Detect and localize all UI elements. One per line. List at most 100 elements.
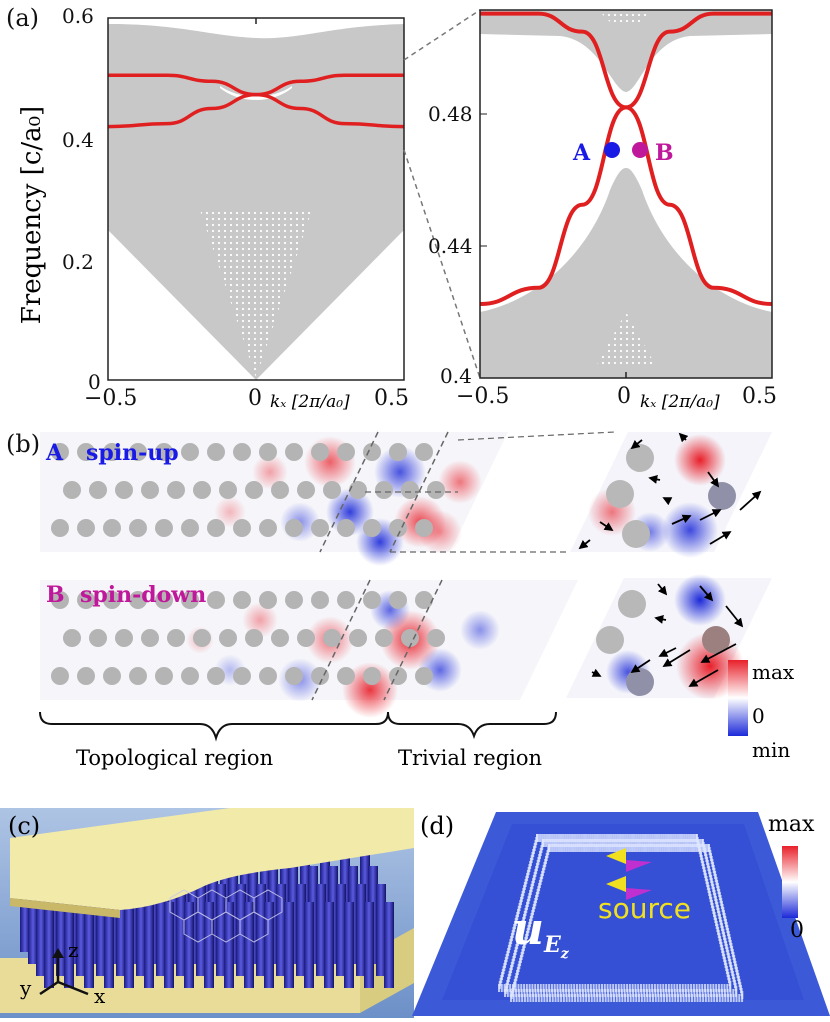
field-spike [582, 839, 585, 847]
field-spike [581, 989, 584, 997]
field-spike [574, 994, 577, 1002]
left-ytick: 0 [88, 370, 101, 394]
rod-pillar [344, 902, 354, 988]
field-spike [562, 834, 565, 842]
lattice-rod [193, 481, 211, 499]
field-spike [662, 839, 665, 847]
lattice-rod [349, 629, 367, 647]
field-spike [678, 839, 681, 847]
lattice-rod [63, 629, 81, 647]
field-spike [547, 839, 550, 847]
rod-pillar [76, 884, 86, 976]
field-spike [515, 994, 518, 1002]
lattice-rod [389, 443, 407, 461]
field-spike [578, 984, 581, 992]
field-spike [674, 844, 677, 852]
cbar-min-label: min [752, 738, 791, 762]
point-b-marker [632, 142, 648, 158]
lattice-rod [233, 443, 251, 461]
field-spike [641, 839, 644, 847]
field-spike [689, 834, 692, 842]
field-spike [565, 989, 568, 997]
lattice-rod [285, 519, 303, 537]
cbar-max-label: max [752, 660, 795, 684]
field-spike [672, 834, 675, 842]
field-spike [688, 844, 691, 852]
field-spike [651, 984, 654, 992]
field-spike [620, 834, 623, 842]
left-xtick: 0.5 [374, 386, 409, 411]
field-spike [587, 989, 590, 997]
field-spike [604, 994, 607, 1002]
field-spike [555, 839, 558, 847]
field-spike [570, 984, 573, 992]
rod-pillar [56, 884, 66, 976]
lattice-rod [271, 481, 289, 499]
field-spike [673, 989, 676, 997]
lattice-rod [77, 667, 95, 685]
field-spike [679, 994, 682, 1002]
field-spike [726, 984, 729, 992]
field-spike [712, 984, 715, 992]
field-spike [603, 984, 606, 992]
rod-pillar [64, 902, 74, 988]
field-spike [718, 989, 721, 997]
right-edge-curves [479, 11, 773, 306]
field-spike [649, 834, 652, 842]
field-spike [717, 984, 720, 992]
field-spike [504, 986, 507, 994]
field-spike [572, 844, 575, 852]
field-spike [543, 839, 546, 847]
field-spike [580, 834, 583, 842]
lattice-rod [363, 591, 381, 609]
field-spike [571, 844, 574, 852]
field-spike [692, 844, 694, 852]
lattice-rod [207, 443, 225, 461]
field-spike [598, 984, 601, 992]
field-spike [528, 984, 531, 992]
field-spike [651, 989, 654, 997]
rod-pillar [316, 884, 326, 976]
lattice-rod [129, 667, 147, 685]
field-spike [574, 834, 577, 842]
field-spike [576, 844, 579, 852]
field-spike [696, 989, 699, 997]
field-spike [537, 989, 540, 997]
rod-pillar [284, 902, 294, 988]
field-spike [684, 839, 687, 847]
field-blob [342, 662, 398, 718]
field-spike [653, 984, 656, 992]
left-band-plot [108, 18, 404, 380]
field-spike [555, 834, 558, 842]
field-spike [576, 989, 579, 997]
lattice-rod [389, 591, 407, 609]
lattice-rod [89, 629, 107, 647]
field-spike [665, 989, 668, 997]
field-spike [626, 839, 629, 847]
lattice-rod [103, 519, 121, 537]
field-spike [724, 994, 727, 1002]
field-spike [562, 989, 565, 997]
field-spike [653, 834, 656, 842]
field-spike [738, 994, 741, 1002]
field-spike [732, 994, 735, 1002]
rod-pillar [356, 884, 366, 976]
zoom-line-bottom [403, 149, 481, 379]
lattice-rod [311, 519, 329, 537]
field-spike [679, 989, 682, 997]
field-spike [542, 989, 545, 997]
lattice-rod [401, 481, 419, 499]
field-spike [606, 984, 609, 992]
field-spike [603, 839, 606, 847]
field-spike [628, 984, 631, 992]
field-spike [579, 989, 582, 997]
field-spike [557, 834, 560, 842]
field-spike [741, 991, 744, 999]
spin-up-zoom [570, 432, 772, 558]
field-spike [680, 844, 683, 852]
lattice-rod [337, 519, 355, 537]
field-spike [582, 844, 585, 852]
field-spike [593, 994, 596, 1002]
point-b-label: B [655, 140, 674, 166]
lattice-rod [337, 667, 355, 685]
